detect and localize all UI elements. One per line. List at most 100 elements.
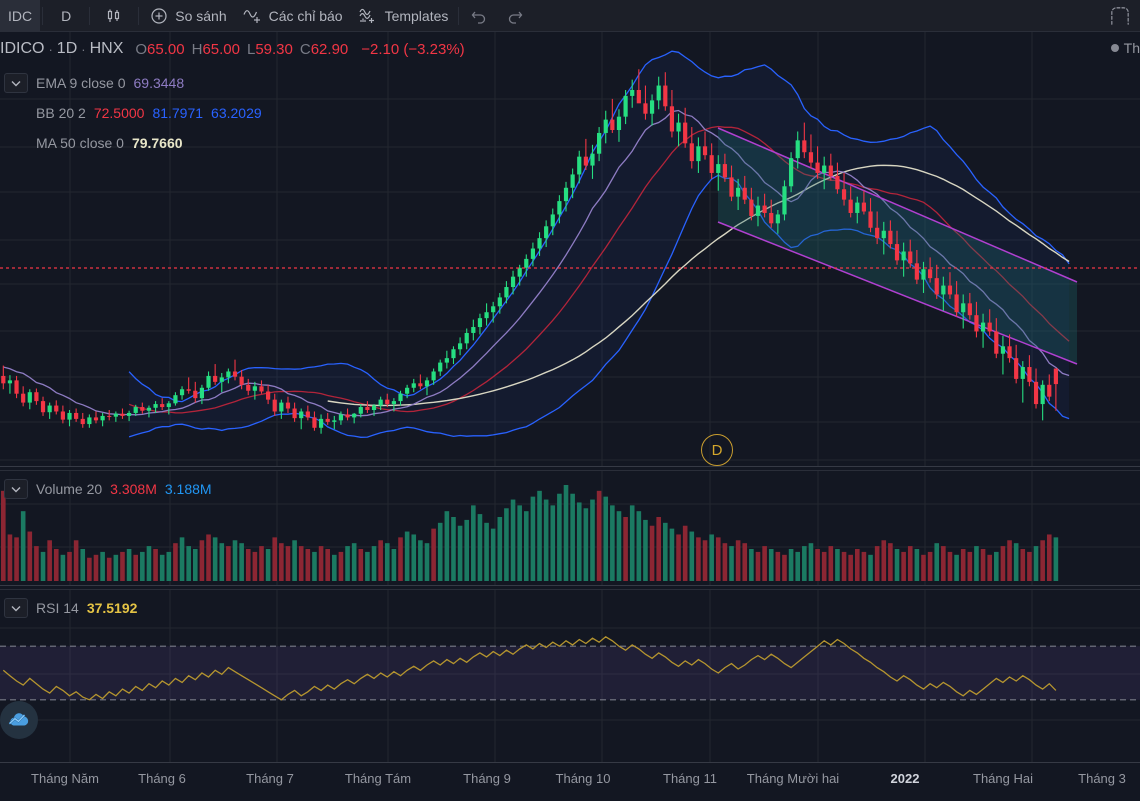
fullscreen-button[interactable] [1100, 0, 1140, 32]
price-pane[interactable] [0, 32, 1140, 466]
volume-bar [762, 546, 767, 581]
volume-bar [232, 540, 238, 581]
volume-bar [457, 525, 463, 581]
volume-bar [1027, 551, 1032, 581]
channel-upper-line[interactable] [717, 127, 1078, 283]
candle-body [378, 399, 383, 406]
volume-bar [219, 543, 225, 581]
symbol-interval[interactable]: 1D [56, 40, 78, 57]
price-chart-canvas[interactable] [0, 32, 1140, 466]
ema-collapse-toggle[interactable] [4, 73, 28, 93]
top-toolbar: IDC D So sánh [0, 0, 1140, 32]
volume-bar [960, 549, 966, 581]
chart-type-button[interactable] [92, 0, 136, 32]
volume-bar [563, 485, 569, 581]
ma-collapse-toggle[interactable] [4, 133, 28, 153]
symbol-exchange[interactable]: HNX [89, 40, 124, 57]
candle-body [80, 418, 85, 425]
volume-bar [404, 531, 410, 581]
pane-separator[interactable] [0, 470, 1140, 471]
toolbar-divider [138, 6, 140, 25]
candlestick-series[interactable] [0, 69, 1058, 434]
ema-title: EMA 9 close 0 [36, 75, 126, 91]
bb-collapse-toggle[interactable] [4, 103, 28, 123]
volume-bar [954, 554, 959, 581]
candle-body [213, 375, 218, 382]
candle-body [1020, 367, 1025, 379]
volume-bar [305, 549, 311, 581]
pane-separator[interactable] [0, 466, 1140, 467]
candle-body [166, 403, 171, 408]
pane-separator[interactable] [0, 589, 1140, 590]
candle-body [67, 412, 72, 420]
candle-body [27, 392, 32, 403]
volume-bar [735, 540, 741, 581]
volume-chart-canvas[interactable] [0, 471, 1140, 585]
candle-body [1033, 381, 1039, 405]
dividend-marker-badge[interactable]: D [701, 434, 733, 466]
volume-bar [212, 537, 218, 581]
volume-bar [583, 508, 589, 581]
volume-bar [742, 543, 748, 581]
symbol-name[interactable]: IDICO [0, 40, 45, 57]
rsi-chart-canvas[interactable] [0, 590, 1140, 762]
candle-body [590, 153, 595, 166]
candle-body [186, 389, 191, 391]
volume-bar [636, 511, 642, 581]
volume-bar [610, 505, 615, 581]
legend-ema: EMA 9 close 0 69.3448 [4, 73, 192, 93]
candle-body [34, 392, 39, 402]
volume-pane[interactable] [0, 471, 1140, 585]
volume-bar [497, 517, 503, 581]
volume-bar [106, 557, 112, 581]
volume-bar [226, 546, 231, 581]
site-logo[interactable] [0, 701, 38, 739]
volume-bar [292, 540, 297, 581]
volume-bar [126, 549, 132, 581]
candle-body [563, 187, 569, 202]
pane-separator[interactable] [0, 585, 1140, 586]
volume-bar [914, 549, 920, 581]
candle-body [928, 269, 933, 279]
volume-bar [186, 546, 191, 581]
candle-body [491, 306, 496, 313]
candle-body [603, 119, 608, 133]
channel-lower-line[interactable] [717, 221, 1078, 365]
volume-bar [444, 511, 450, 581]
candle-body [1000, 346, 1006, 354]
compare-button[interactable]: So sánh [141, 0, 234, 32]
candle-body [457, 343, 463, 350]
candle-body [755, 205, 761, 216]
symbol-button[interactable]: IDC [0, 0, 41, 32]
x-axis[interactable]: Tháng Năm Tháng 6 Tháng 7 Tháng Tám Tháng 9 T… [0, 762, 1140, 799]
volume-histogram[interactable] [1, 485, 1059, 581]
candle-body [438, 362, 443, 372]
candle-body [762, 205, 767, 213]
volume-bar [987, 554, 992, 581]
templates-button[interactable]: Templates [351, 0, 457, 32]
rsi-collapse-toggle[interactable] [4, 598, 28, 618]
candle-body [530, 248, 536, 259]
volume-bar [67, 551, 72, 581]
volume-bar [649, 525, 655, 581]
rsi-line [2, 636, 1057, 701]
rsi-pane[interactable] [0, 590, 1140, 762]
undo-button[interactable] [461, 0, 497, 32]
interval-button[interactable]: D [45, 0, 87, 32]
volume-bar [689, 531, 695, 581]
volume-bar [332, 554, 337, 581]
candle-body [352, 413, 357, 418]
volume-bar [517, 505, 522, 581]
volume-collapse-toggle[interactable] [4, 479, 28, 499]
volume-bar [941, 546, 946, 581]
volume-bar [1033, 546, 1039, 581]
indicators-button[interactable]: Các chỉ báo [235, 0, 351, 32]
candle-body [669, 106, 675, 132]
volume-bar [550, 505, 556, 581]
candle-body [40, 401, 46, 413]
volume-bar [603, 496, 609, 581]
candle-body [431, 371, 436, 381]
volume-bar [312, 551, 317, 581]
candle-body [537, 238, 542, 249]
redo-button[interactable] [497, 0, 533, 32]
